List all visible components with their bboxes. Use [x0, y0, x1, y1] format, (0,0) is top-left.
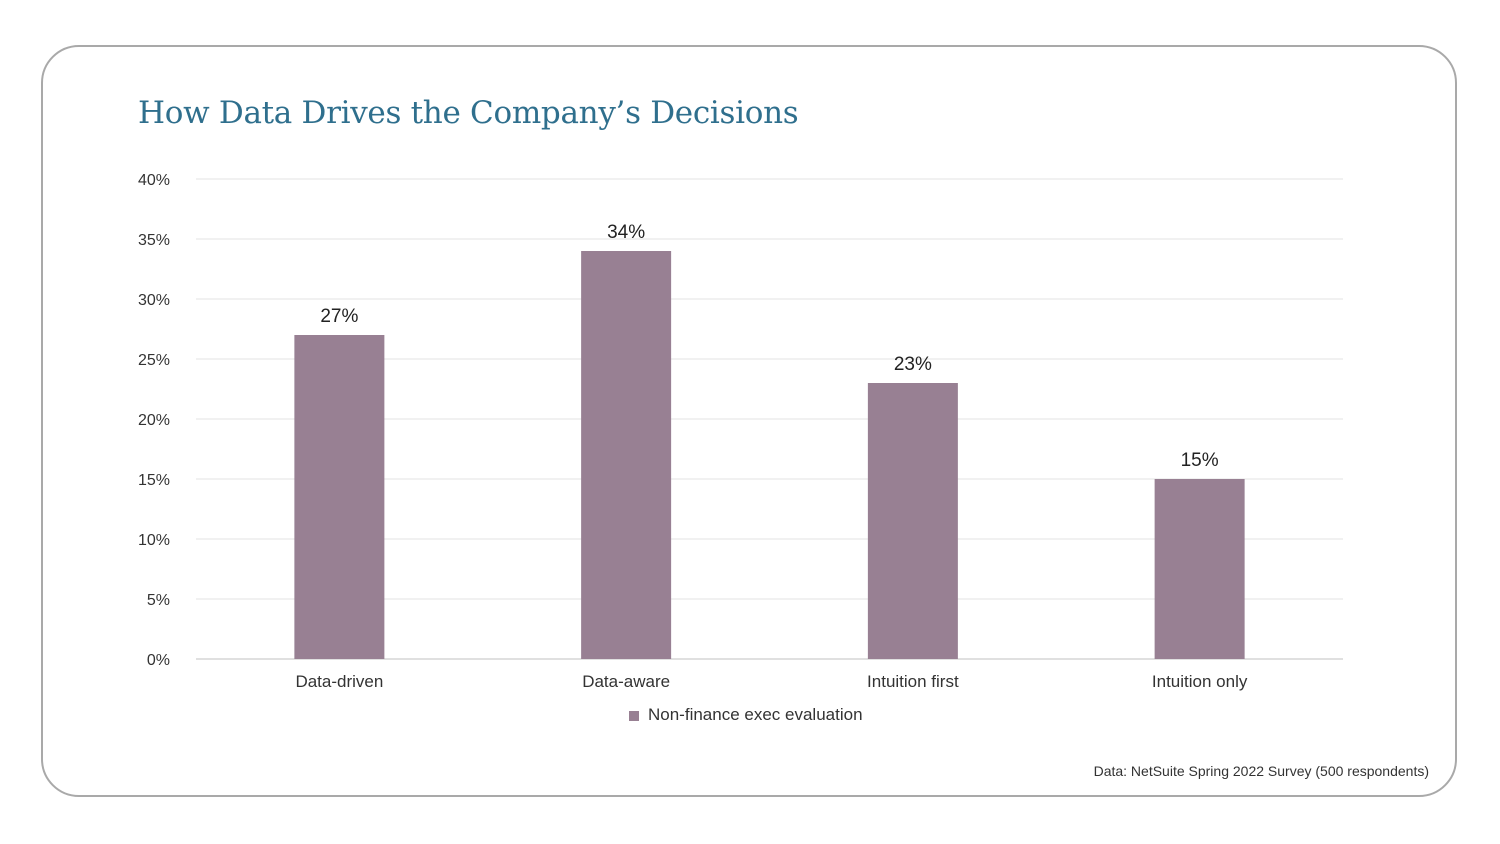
bar-intuition-first — [867, 383, 958, 659]
bar-data-aware — [581, 251, 672, 659]
data-label: 23% — [894, 354, 932, 375]
y-tick-label: 5% — [147, 592, 170, 609]
source-note: Data: NetSuite Spring 2022 Survey (500 r… — [1093, 763, 1429, 779]
x-tick-label: Data-aware — [582, 672, 670, 691]
y-tick-label: 10% — [138, 532, 170, 549]
y-tick-label: 25% — [138, 352, 170, 369]
legend-swatch — [629, 711, 639, 721]
chart-title: How Data Drives the Company’s Decisions — [138, 95, 799, 131]
y-tick-label: 40% — [138, 172, 170, 189]
y-tick-label: 35% — [138, 232, 170, 249]
y-tick-label: 0% — [147, 652, 170, 669]
x-tick-label: Data-driven — [295, 672, 383, 691]
data-label: 34% — [607, 222, 645, 243]
chart-card: How Data Drives the Company’s Decisions … — [41, 45, 1457, 797]
bar-data-driven — [294, 335, 385, 659]
data-label: 27% — [320, 306, 358, 327]
x-tick-label: Intuition only — [1152, 672, 1248, 691]
data-label: 15% — [1181, 450, 1219, 471]
bar-intuition-only — [1154, 479, 1245, 659]
y-tick-label: 15% — [138, 472, 170, 489]
legend-label: Non-finance exec evaluation — [648, 705, 863, 724]
y-tick-label: 20% — [138, 412, 170, 429]
x-tick-label: Intuition first — [867, 672, 959, 691]
y-tick-label: 30% — [138, 292, 170, 309]
